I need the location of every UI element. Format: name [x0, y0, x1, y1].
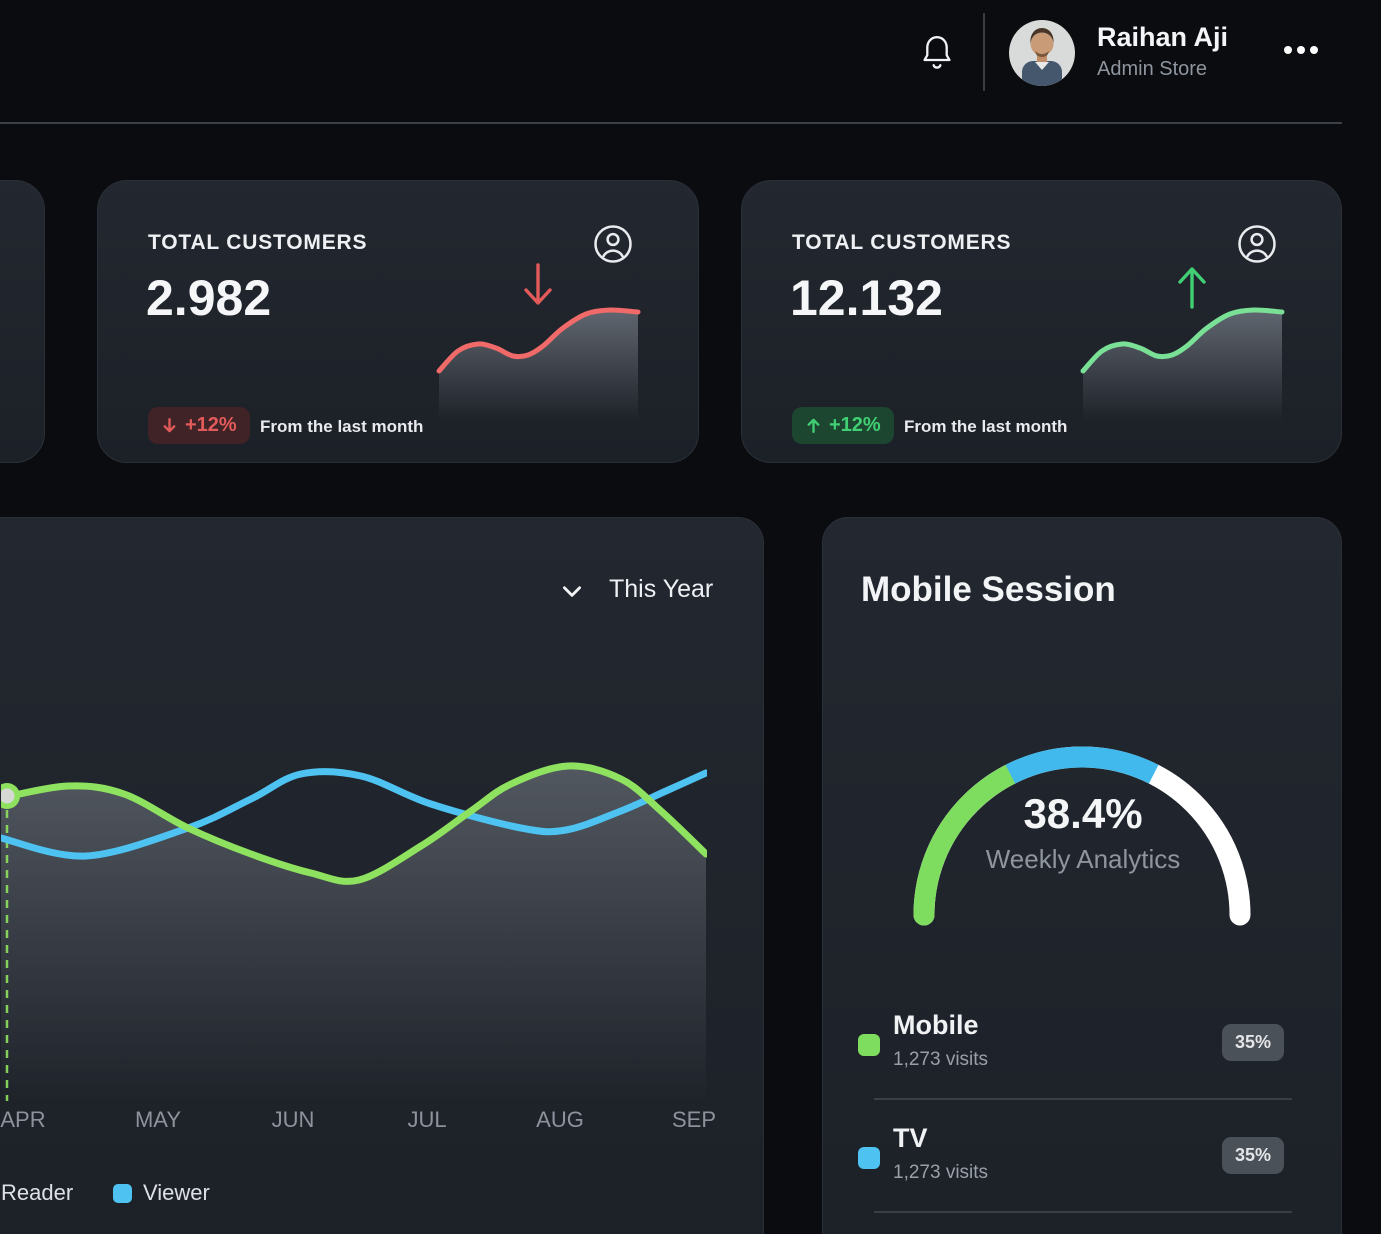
- stat-card-partial: [0, 180, 45, 463]
- stat-value: 2.982: [146, 270, 272, 326]
- item-share-badge: 35%: [1221, 1024, 1284, 1061]
- item-swatch-mobile: [858, 1034, 880, 1056]
- gauge-caption: Weekly Analytics: [985, 844, 1181, 874]
- item-swatch-tv: [858, 1147, 880, 1169]
- change-badge: +12%: [792, 407, 894, 444]
- chevron-down-icon[interactable]: [559, 578, 585, 604]
- x-axis-label: SEP: [671, 1107, 717, 1132]
- line-chart: [1, 762, 707, 1104]
- user-circle-icon: [1236, 223, 1278, 265]
- item-label: TV: [893, 1123, 928, 1153]
- list-divider: [874, 1211, 1292, 1213]
- mobile-session-card: Mobile Session 38.4% Weekly Analytics Mo…: [822, 517, 1342, 1234]
- legend-swatch-viewer: [113, 1184, 132, 1203]
- arrow-up-icon: [807, 418, 820, 434]
- legend-item-reader[interactable]: Reader: [1, 1180, 74, 1205]
- notifications-button[interactable]: [921, 33, 953, 73]
- stat-card-customers-down: TOTAL CUSTOMERS 2.982 +12% From the last…: [97, 180, 699, 463]
- user-name: Raihan Aji: [1097, 22, 1229, 52]
- user-circle-icon: [592, 223, 634, 265]
- list-divider: [874, 1098, 1292, 1100]
- stat-title: TOTAL CUSTOMERS: [148, 231, 368, 254]
- change-badge: +12%: [148, 407, 250, 444]
- stat-card-customers-up: TOTAL CUSTOMERS 12.132 +12% From the las…: [741, 180, 1342, 463]
- gauge-value: 38.4%: [1023, 790, 1143, 837]
- user-role: Admin Store: [1097, 58, 1208, 80]
- x-axis-label: APR: [0, 1107, 46, 1132]
- x-axis-label: MAY: [134, 1107, 182, 1132]
- arrow-down-icon: [163, 417, 176, 433]
- header-divider: [983, 13, 985, 91]
- period-selector[interactable]: This Year: [609, 575, 714, 603]
- card-title: Mobile Session: [861, 570, 1116, 609]
- sparkline-chart: [1080, 307, 1285, 421]
- stat-title: TOTAL CUSTOMERS: [792, 231, 1012, 254]
- sparkline-chart: [436, 307, 641, 421]
- item-visits: 1,273 visits: [893, 1162, 989, 1183]
- gauge-chart: [913, 746, 1251, 926]
- header-rule: [0, 122, 1342, 124]
- arrow-down-icon: [520, 259, 556, 313]
- trend-chart-card: This Year APR MAY JUN JUL AUG SEP Reader…: [0, 517, 764, 1234]
- stat-caption: From the last month: [260, 417, 424, 436]
- more-menu-button[interactable]: [1284, 46, 1318, 54]
- bell-icon: [922, 36, 952, 74]
- arrow-up-icon: [1174, 259, 1210, 313]
- item-share-badge: 35%: [1221, 1137, 1284, 1174]
- x-axis-label: AUG: [536, 1107, 584, 1132]
- avatar-image-icon: [1009, 20, 1075, 89]
- user-avatar[interactable]: [1009, 20, 1075, 86]
- x-axis-label: JUL: [407, 1107, 447, 1132]
- item-label: Mobile: [893, 1010, 979, 1040]
- ellipsis-icon: [1284, 46, 1292, 54]
- stat-caption: From the last month: [904, 417, 1068, 436]
- x-axis-label: JUN: [271, 1107, 315, 1132]
- stat-value: 12.132: [790, 270, 943, 326]
- legend-item-viewer[interactable]: Viewer: [143, 1180, 210, 1205]
- item-visits: 1,273 visits: [893, 1049, 989, 1070]
